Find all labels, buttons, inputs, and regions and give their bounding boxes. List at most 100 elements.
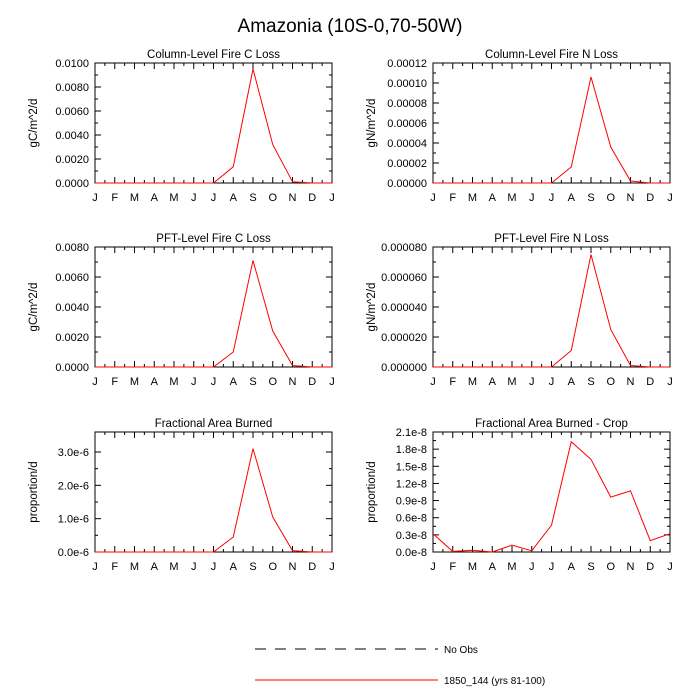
x-tick-label: M [130,561,139,573]
y-axis-label: gN/m^2/d [366,283,378,332]
legend: No Obs 1850_144 (yrs 81-100) [255,645,545,687]
y-tick-label: 0.00012 [387,58,427,70]
x-tick-label: M [468,561,477,573]
x-tick-label: J [549,561,555,573]
panel-title: Column-Level Fire N Loss [485,49,618,61]
y-tick-label: 0.00004 [387,138,427,150]
y-tick-label: 0.0e-8 [396,547,427,559]
y-tick-label: 0.00006 [387,118,427,130]
x-tick-label: F [111,561,118,573]
x-tick-label: A [568,192,576,204]
x-tick-label: A [151,192,159,204]
x-tick-label: J [191,561,197,573]
x-tick-label: M [507,192,516,204]
y-axis-label: proportion/d [28,461,40,522]
x-tick-label: J [92,192,98,204]
x-tick-label: J [191,376,197,388]
x-tick-label: F [449,376,456,388]
x-tick-label: A [489,192,497,204]
x-tick-label: J [329,376,335,388]
series-line [433,254,670,368]
y-tick-label: 0.0100 [55,58,89,70]
plot-frame [94,431,333,553]
x-tick-label: O [606,376,615,388]
x-tick-label: M [507,376,516,388]
y-tick-label: 0.0020 [55,332,89,344]
y-tick-label: 0.0040 [55,302,89,314]
series-line [95,448,332,553]
x-tick-label: O [268,192,277,204]
x-tick-label: M [468,192,477,204]
series-line [95,68,332,184]
y-tick-label: 2.1e-8 [396,427,427,439]
x-tick-label: J [191,192,197,204]
x-tick-label: J [211,561,217,573]
x-tick-label: S [249,192,256,204]
x-tick-label: F [111,192,118,204]
y-tick-label: 0.000080 [381,242,427,254]
x-tick-label: N [627,561,635,573]
x-tick-label: A [151,561,159,573]
y-tick-label: 0.6e-8 [396,513,427,525]
y-tick-label: 3.0e-6 [58,447,89,459]
x-tick-label: J [529,376,535,388]
x-tick-label: J [667,561,673,573]
y-tick-label: 0.9e-8 [396,496,427,508]
x-tick-label: A [230,192,238,204]
x-tick-label: F [449,561,456,573]
x-tick-label: J [667,376,673,388]
x-tick-label: A [230,376,238,388]
x-tick-label: D [646,561,654,573]
series-line [95,260,332,368]
y-tick-label: 0.0000 [55,362,89,374]
plot-frame [432,431,671,553]
y-tick-label: 0.0080 [55,242,89,254]
plot-frame [432,246,671,368]
y-tick-label: 1.8e-8 [396,444,427,456]
x-tick-label: J [430,192,436,204]
y-axis-label: gC/m^2/d [28,99,40,148]
x-tick-label: A [568,376,576,388]
panel-title: PFT-Level Fire N Loss [494,233,609,245]
y-tick-label: 0.3e-8 [396,530,427,542]
x-tick-label: A [230,561,238,573]
x-tick-label: J [667,192,673,204]
x-tick-label: S [249,376,256,388]
series-line [433,76,670,184]
x-tick-label: M [468,376,477,388]
panel-title: Column-Level Fire C Loss [147,49,280,61]
y-tick-label: 0.00002 [387,158,427,170]
x-tick-label: M [169,376,178,388]
y-tick-label: 0.00000 [387,178,427,190]
y-tick-label: 0.000060 [381,272,427,284]
y-tick-label: 0.0e-6 [58,547,89,559]
x-tick-label: S [587,376,594,388]
x-tick-label: A [489,376,497,388]
x-tick-label: N [627,376,635,388]
x-tick-label: D [308,561,316,573]
y-tick-label: 0.00008 [387,98,427,110]
y-tick-label: 0.0000 [55,178,89,190]
panel-title: Fractional Area Burned [155,418,273,430]
y-axis-label: proportion/d [366,461,378,522]
panel-title: Fractional Area Burned - Crop [475,418,628,430]
x-tick-label: M [169,192,178,204]
legend-label-model: 1850_144 (yrs 81-100) [444,676,545,687]
legend-label-no-obs: No Obs [444,645,478,656]
x-tick-label: N [289,376,297,388]
x-tick-label: S [249,561,256,573]
x-tick-label: J [211,192,217,204]
x-tick-label: M [130,376,139,388]
x-tick-label: J [329,192,335,204]
panel-title: PFT-Level Fire C Loss [156,233,271,245]
y-tick-label: 0.0040 [55,130,89,142]
x-tick-label: J [92,561,98,573]
y-tick-label: 0.000020 [381,332,427,344]
plot-frame [94,246,333,368]
y-tick-label: 1.0e-6 [58,514,89,526]
